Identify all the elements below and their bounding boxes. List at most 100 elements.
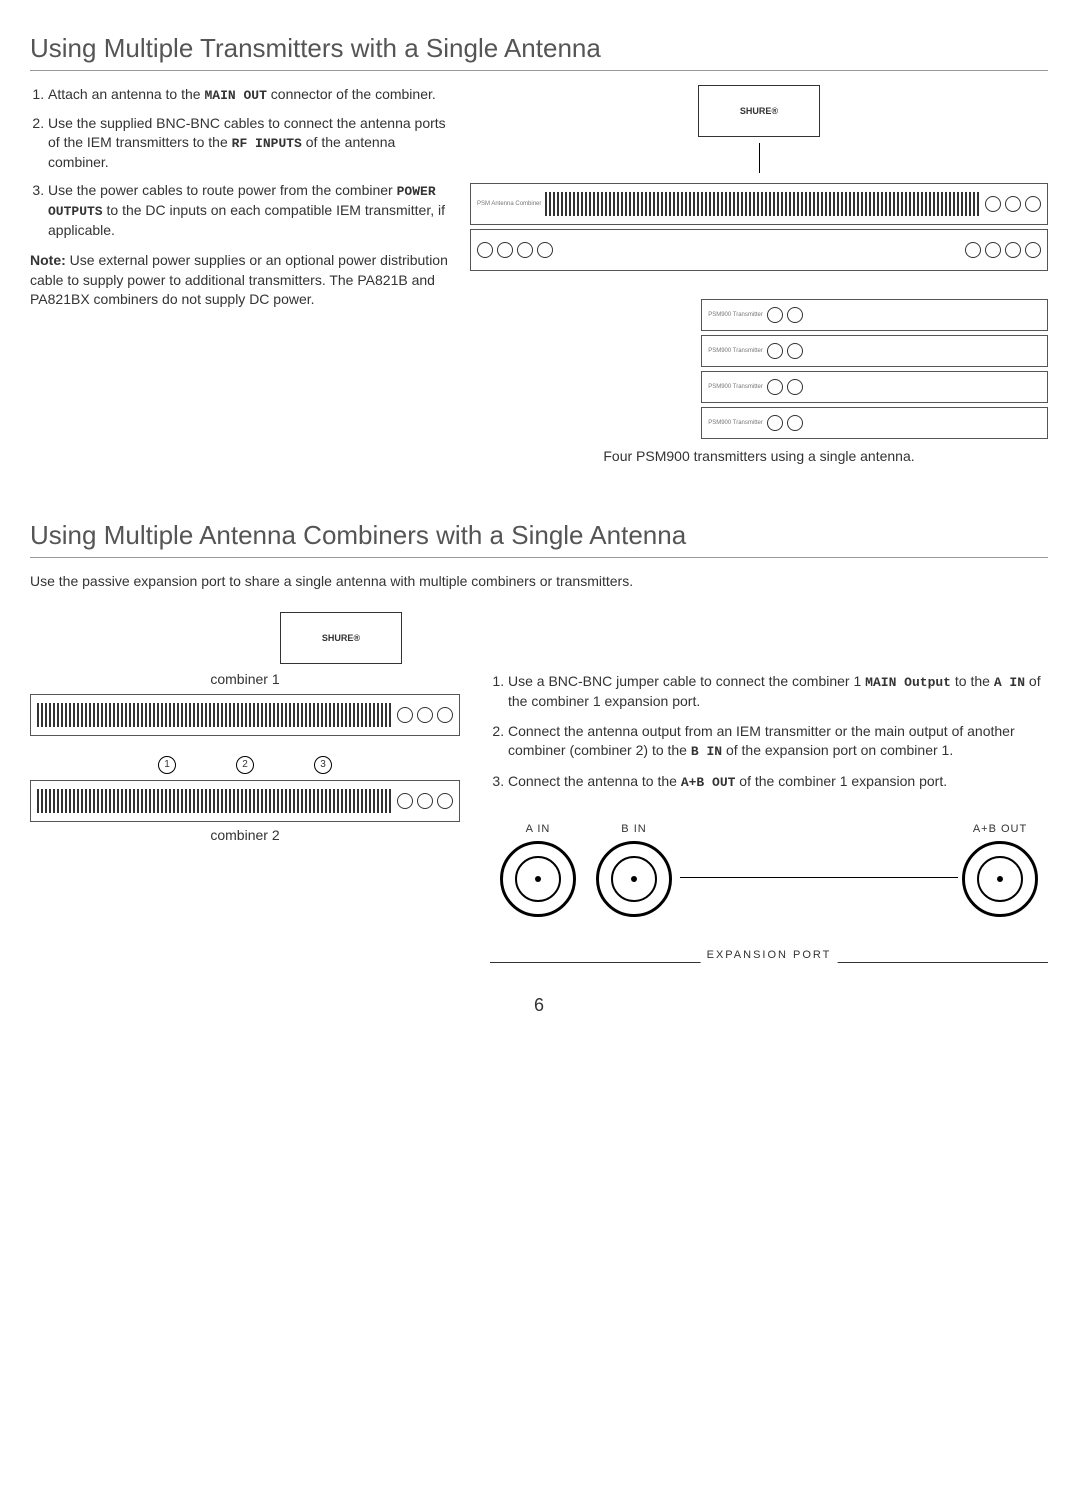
text: Use a BNC-BNC jumper cable to connect th… — [508, 673, 865, 689]
port-icon — [787, 343, 803, 359]
knob-icon — [417, 707, 433, 723]
section1-step-list: Attach an antenna to the MAIN OUT connec… — [30, 85, 450, 241]
connector-line — [680, 877, 958, 878]
transmitter-unit: PSM900 Transmitter — [701, 335, 1048, 367]
rack-label: PSM Antenna Combiner — [477, 200, 541, 208]
port-icon — [1005, 242, 1021, 258]
transmitter-unit: PSM900 Transmitter — [701, 299, 1048, 331]
mono-text: MAIN Output — [865, 675, 951, 690]
section1-note: Note: Use external power supplies or an … — [30, 251, 450, 310]
vent-icon — [545, 192, 981, 216]
section1-step-3: Use the power cables to route power from… — [48, 181, 450, 241]
tx-label: PSM900 Transmitter — [708, 419, 763, 427]
bnc-connector-icon — [962, 841, 1038, 917]
bnc-connector-icon — [596, 841, 672, 917]
port-ab-out: A+B OUT — [962, 822, 1038, 917]
tx-label: PSM900 Transmitter — [708, 311, 763, 319]
port-icon — [965, 242, 981, 258]
vent-icon — [37, 789, 393, 813]
port-label: A+B OUT — [973, 822, 1027, 837]
section2-step-1: Use a BNC-BNC jumper cable to connect th… — [508, 672, 1048, 712]
text: Connect the antenna to the — [508, 773, 681, 789]
knob-icon — [1025, 196, 1041, 212]
note-label: Note: — [30, 252, 66, 268]
transmitter-unit: PSM900 Transmitter — [701, 371, 1048, 403]
bnc-connector-icon — [500, 841, 576, 917]
section2-step-list: Use a BNC-BNC jumper cable to connect th… — [490, 672, 1048, 792]
vent-icon — [37, 703, 393, 727]
text: of the combiner 1 expansion port. — [735, 773, 947, 789]
knob-icon — [437, 707, 453, 723]
expansion-port-label: EXPANSION PORT — [701, 948, 838, 963]
section1-caption: Four PSM900 transmitters using a single … — [470, 447, 1048, 467]
combiner1-panel — [30, 694, 460, 736]
knob-icon — [417, 793, 433, 809]
section2-body: Use the passive expansion port to share … — [30, 572, 1048, 962]
text: connector of the combiner. — [267, 86, 436, 102]
text: to the — [951, 673, 994, 689]
reg-mark: ® — [353, 632, 360, 645]
section2-right: Use a BNC-BNC jumper cable to connect th… — [490, 612, 1048, 963]
text: to the DC inputs on each compatible IEM … — [48, 202, 445, 238]
port-icon — [1025, 242, 1041, 258]
port-a-in: A IN — [500, 822, 576, 917]
text: Attach an antenna to the — [48, 86, 204, 102]
antenna-diagram: SHURE® — [470, 85, 1048, 173]
section2-step-3: Connect the antenna to the A+B OUT of th… — [508, 772, 1048, 792]
mono-text: RF INPUTS — [232, 136, 302, 151]
tx-label: PSM900 Transmitter — [708, 347, 763, 355]
expansion-port-diagram: A IN B IN A+B OUT EXPANSION PORT — [490, 822, 1048, 963]
section2-title: Using Multiple Antenna Combiners with a … — [30, 517, 1048, 558]
port-icon — [537, 242, 553, 258]
mono-text: A IN — [994, 675, 1025, 690]
port-icon — [767, 379, 783, 395]
port-icon — [767, 415, 783, 431]
brand-label: SHURE — [322, 632, 354, 645]
antenna-icon: SHURE® — [280, 612, 402, 664]
tx-label: PSM900 Transmitter — [708, 383, 763, 391]
step-marker-1: 1 — [158, 756, 176, 774]
combiner1-label: combiner 1 — [30, 670, 460, 690]
combiner-rear-panel — [470, 229, 1048, 271]
section1-step-2: Use the supplied BNC-BNC cables to conne… — [48, 114, 450, 173]
mono-text: MAIN OUT — [204, 88, 266, 103]
combiner2-label: combiner 2 — [30, 826, 460, 846]
port-icon — [787, 415, 803, 431]
text: Use the power cables to route power from… — [48, 182, 397, 198]
knob-icon — [397, 707, 413, 723]
reg-mark: ® — [771, 105, 778, 118]
section1-title: Using Multiple Transmitters with a Singl… — [30, 30, 1048, 71]
knob-icon — [1005, 196, 1021, 212]
step-marker-3: 3 — [314, 756, 332, 774]
combiner-front-panel: PSM Antenna Combiner — [470, 183, 1048, 225]
section1-body: Attach an antenna to the MAIN OUT connec… — [30, 85, 1048, 467]
port-icon — [767, 307, 783, 323]
port-label: A IN — [526, 822, 551, 837]
port-icon — [477, 242, 493, 258]
antenna-diagram: SHURE® — [30, 612, 460, 664]
port-icon — [767, 343, 783, 359]
port-icon — [787, 307, 803, 323]
port-label: B IN — [621, 822, 646, 837]
transmitter-unit: PSM900 Transmitter — [701, 407, 1048, 439]
spacer — [470, 275, 1048, 295]
port-icon — [497, 242, 513, 258]
section1-instructions: Attach an antenna to the MAIN OUT connec… — [30, 85, 450, 467]
cable-line — [759, 143, 760, 173]
note-text: Use external power supplies or an option… — [30, 252, 448, 307]
step-marker-2: 2 — [236, 756, 254, 774]
text: of the expansion port on combiner 1. — [722, 742, 953, 758]
knob-icon — [985, 196, 1001, 212]
port-row: A IN B IN A+B OUT — [490, 822, 1048, 917]
section2-figure: SHURE® combiner 1 1 2 3 combiner 2 — [30, 612, 460, 963]
section2-columns: SHURE® combiner 1 1 2 3 combiner 2 — [30, 612, 1048, 963]
section1-step-1: Attach an antenna to the MAIN OUT connec… — [48, 85, 450, 105]
port-b-in: B IN — [596, 822, 672, 917]
port-icon — [985, 242, 1001, 258]
page-number: 6 — [30, 993, 1048, 1018]
step-markers: 1 2 3 — [30, 756, 460, 774]
port-icon — [517, 242, 533, 258]
knob-icon — [437, 793, 453, 809]
mono-text: B IN — [691, 744, 722, 759]
section2-step-2: Connect the antenna output from an IEM t… — [508, 722, 1048, 762]
